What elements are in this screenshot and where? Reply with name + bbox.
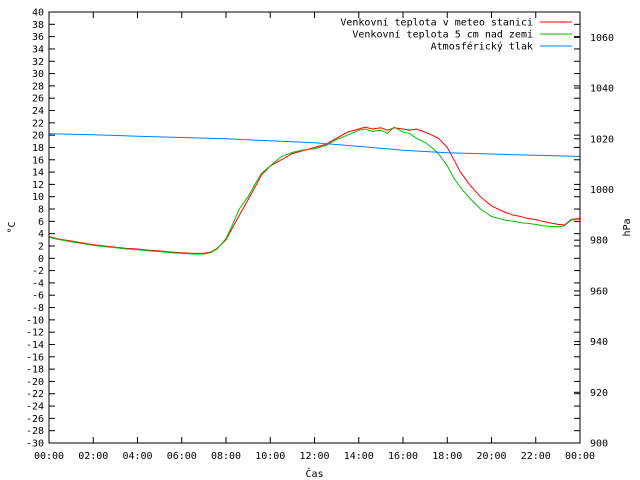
y-tick-label: -6 — [32, 291, 44, 302]
y2-tick-label: 1000 — [590, 185, 614, 196]
y-tick-label: 4 — [38, 229, 44, 240]
y-tick-label: 40 — [32, 8, 44, 19]
y-tick-label: 10 — [32, 192, 44, 203]
x-tick-label: 08:00 — [211, 451, 241, 462]
y2-tick-label: 1060 — [590, 33, 614, 44]
y-tick-label: 26 — [32, 94, 44, 105]
y-tick-label: 30 — [32, 69, 44, 80]
x-axis-ticks: 00:00 02:00 04:00 06:00 08:00 10:00 12:00 14:00… — [34, 12, 595, 462]
y2-axis-title: hPa — [622, 218, 633, 236]
y2-tick-label: 980 — [590, 236, 608, 247]
y-tick-label: -24 — [26, 402, 44, 413]
y2-tick-label: 1020 — [590, 134, 614, 145]
y-tick-label: -8 — [32, 303, 44, 314]
x-tick-label: 00:00 — [34, 451, 64, 462]
x-tick-label: 12:00 — [299, 451, 329, 462]
y-tick-label: 6 — [38, 217, 44, 228]
legend-label: Venkovní teplota v meteo stanici — [340, 17, 533, 29]
y2-tick-label: 940 — [590, 337, 608, 348]
y2-axis-ticks: 900 920 940 960 980 1000 1020 1040 1060 — [574, 33, 614, 450]
y-tick-label: -10 — [26, 315, 44, 326]
x-tick-label: 02:00 — [78, 451, 108, 462]
y-tick-label: 18 — [32, 143, 44, 154]
x-tick-label: 22:00 — [521, 451, 551, 462]
y-axis-ticks: -30-28-26-24-22-20-18-16-14-12-10-8-6-4-… — [26, 8, 580, 450]
y2-tick-label: 900 — [590, 439, 608, 450]
y-tick-label: -30 — [26, 439, 44, 450]
x-tick-label: 10:00 — [255, 451, 285, 462]
y-tick-label: -16 — [26, 352, 44, 363]
legend-label: Atmosférický tlak — [431, 41, 533, 53]
legend: Venkovní teplota v meteo staniciVenkovní… — [340, 17, 572, 53]
legend-label: Venkovní teplota 5 cm nad zemí — [352, 29, 533, 41]
y-tick-label: 28 — [32, 81, 44, 92]
y2-tick-label: 1040 — [590, 84, 614, 95]
y-tick-label: 14 — [32, 168, 44, 179]
series-line-1 — [48, 126, 581, 254]
y-tick-label: 8 — [38, 205, 44, 216]
y-tick-label: 24 — [32, 106, 44, 117]
x-tick-label: 00:00 — [565, 451, 595, 462]
x-tick-label: 06:00 — [167, 451, 197, 462]
y-tick-label: 22 — [32, 118, 44, 129]
y-tick-label: 36 — [32, 32, 44, 43]
y-tick-label: -2 — [32, 266, 44, 277]
y-tick-label: 20 — [32, 131, 44, 142]
y-tick-label: 32 — [32, 57, 44, 68]
x-tick-label: 04:00 — [122, 451, 152, 462]
series-lines — [48, 126, 581, 255]
plot-border — [48, 11, 581, 444]
y2-tick-label: 920 — [590, 388, 608, 399]
x-axis-title: Čas — [305, 467, 323, 480]
x-tick-label: 18:00 — [432, 451, 462, 462]
y-tick-label: 12 — [32, 180, 44, 191]
y-axis-title: °C — [7, 221, 18, 233]
x-tick-label: 16:00 — [388, 451, 418, 462]
y-tick-label: -20 — [26, 377, 44, 388]
y-tick-label: -18 — [26, 365, 44, 376]
x-tick-label: 20:00 — [476, 451, 506, 462]
y-tick-label: 38 — [32, 20, 44, 31]
y2-tick-label: 960 — [590, 286, 608, 297]
series-line-3 — [48, 133, 581, 157]
series-line-2 — [48, 126, 581, 255]
y-tick-label: -4 — [32, 278, 44, 289]
y-tick-label: -12 — [26, 328, 44, 339]
y-tick-label: 0 — [38, 254, 44, 265]
y-tick-label: -22 — [26, 389, 44, 400]
y-tick-label: 2 — [38, 241, 44, 252]
y-tick-label: 16 — [32, 155, 44, 166]
y-tick-label: -28 — [26, 426, 44, 437]
x-tick-label: 14:00 — [344, 451, 374, 462]
y-tick-label: 34 — [32, 44, 44, 55]
y-tick-label: -26 — [26, 414, 44, 425]
y-tick-label: -14 — [26, 340, 44, 351]
